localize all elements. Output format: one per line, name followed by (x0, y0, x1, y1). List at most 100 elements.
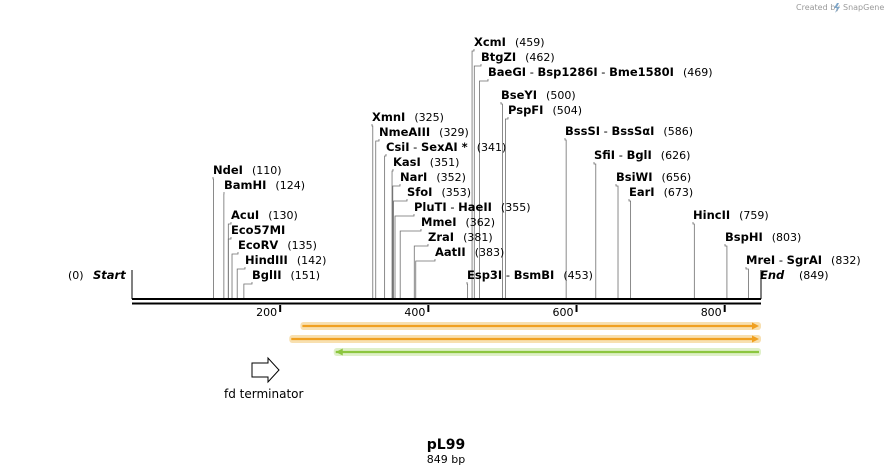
site-connector (393, 199, 408, 299)
site-connector (375, 139, 380, 299)
site-position: (130) (268, 209, 298, 222)
plasmid-length: 849 bp (427, 453, 465, 466)
site-label-baegi[interactable]: BaeGI - Bsp1286I - Bme1580I (469) (488, 65, 713, 79)
enzyme-name: BsmBI (514, 268, 555, 282)
enzyme-name: BseYI (501, 88, 537, 102)
enzyme-name: SfiI (594, 148, 615, 162)
brand-text: SnapGene (843, 3, 884, 12)
enzyme-name: BtgZI (481, 50, 516, 64)
site-label-xmni[interactable]: XmnI (325) (372, 110, 444, 124)
site-label-hindiii[interactable]: HindIII (142) (245, 253, 326, 267)
enzyme-name: EarI (629, 185, 655, 199)
enzyme-name: SexAI * (421, 140, 468, 154)
enzyme-name: BglI (627, 148, 652, 162)
site-label-pluti[interactable]: PluTI - HaeII (355) (414, 200, 531, 214)
site-connector (415, 259, 436, 299)
site-position: (124) (275, 179, 305, 192)
site-connector (392, 184, 401, 299)
site-connector (504, 117, 509, 299)
site-connectors (212, 49, 749, 299)
site-connector (479, 79, 489, 299)
site-label-sfoi[interactable]: SfoI (353) (407, 185, 471, 199)
site-position: (803) (772, 231, 802, 244)
enzyme-name: HaeII (458, 200, 492, 214)
orf-arrow-1[interactable] (300, 322, 761, 330)
orf-arrow-2[interactable] (289, 335, 761, 343)
enzyme-name: Bsp1286I (538, 65, 598, 79)
site-label-bsphi[interactable]: BspHI (803) (725, 230, 801, 244)
enzyme-name: XmnI (372, 110, 405, 124)
enzyme-name: SgrAI (787, 253, 822, 267)
enzyme-name: EcoRV (238, 238, 278, 252)
site-label-bseyi[interactable]: BseYI (500) (501, 88, 576, 102)
site-position: (142) (297, 254, 327, 267)
enzyme-name: MreI (746, 253, 775, 267)
site-label-bamhi[interactable]: BamHI (124) (224, 178, 305, 192)
site-connector (724, 244, 728, 299)
site-label-bsssi[interactable]: BssSI - BssSαI (586) (565, 124, 693, 138)
site-label-eari[interactable]: EarI (673) (629, 185, 693, 199)
site-label-csii[interactable]: CsiI - SexAI * (341) (386, 140, 506, 154)
ruler-tick-label: 600 (553, 306, 574, 319)
site-label-acui[interactable]: AcuI (130) (231, 208, 298, 222)
site-position: (656) (662, 171, 692, 184)
enzyme-name: XcmI (474, 35, 506, 49)
site-position: (462) (525, 51, 555, 64)
site-position: (673) (664, 186, 694, 199)
enzyme-name: ZraI (428, 230, 454, 244)
site-label-aatii[interactable]: AatII (383) (435, 245, 504, 259)
site-position: (325) (414, 111, 444, 124)
enzyme-name: NdeI (213, 163, 243, 177)
ruler-tick-label: 800 (701, 306, 722, 319)
site-connector (399, 229, 422, 299)
site-label-ecorv[interactable]: EcoRV (135) (238, 238, 317, 252)
enzyme-name: BspHI (725, 230, 763, 244)
site-label-btgzi[interactable]: BtgZI (462) (481, 50, 555, 64)
dna-backbone[interactable] (131, 270, 762, 305)
site-connector (473, 64, 482, 299)
enzyme-name: Bme1580I (609, 65, 674, 79)
orf-arrow-3[interactable] (333, 348, 761, 356)
enzyme-name: NmeAIII (379, 125, 430, 139)
enzyme-name: PluTI (414, 200, 447, 214)
site-connector (500, 102, 503, 299)
site-label-bglii[interactable]: BglII (151) (252, 268, 320, 282)
site-label-sfii[interactable]: SfiI - BglI (626) (594, 148, 690, 162)
enzyme-name: AatII (435, 245, 466, 259)
site-position: (352) (436, 171, 466, 184)
site-connector (466, 282, 469, 299)
site-label-mmei[interactable]: MmeI (362) (421, 215, 495, 229)
ruler-tick-label: 200 (256, 306, 277, 319)
enzyme-name: Eco57MI (231, 223, 285, 237)
site-label-mrei[interactable]: MreI - SgrAI (832) (746, 253, 861, 267)
site-label-esp3i[interactable]: Esp3I - BsmBI (453) (467, 268, 593, 282)
site-connector (236, 267, 246, 299)
site-position: (135) (287, 239, 317, 252)
site-connector (231, 252, 239, 299)
site-position: (500) (546, 89, 576, 102)
enzyme-name: BssSαI (612, 124, 655, 138)
enzyme-name: BaeGI (488, 65, 526, 79)
end-position: (849) (799, 269, 829, 282)
site-label-kasi[interactable]: KasI (351) (393, 155, 459, 169)
site-position: (341) (477, 141, 507, 154)
plasmid-name: pL99 (427, 437, 465, 453)
site-position: (383) (475, 246, 505, 259)
enzyme-name: BamHI (224, 178, 266, 192)
site-separator: - (526, 65, 537, 79)
site-separator: - (775, 253, 786, 267)
site-position: (110) (252, 164, 282, 177)
site-label-zrai[interactable]: ZraI (381) (428, 230, 493, 244)
site-label-nari[interactable]: NarI (352) (400, 170, 466, 184)
site-label-pspfi[interactable]: PspFI (504) (508, 103, 582, 117)
site-label-xcmi[interactable]: XcmI (459) (474, 35, 545, 49)
enzyme-name: SfoI (407, 185, 432, 199)
feature-fd-terminator[interactable]: fd terminator (224, 356, 303, 401)
site-label-ndei[interactable]: NdeI (110) (213, 163, 282, 177)
site-label-nmeaiii[interactable]: NmeAIII (329) (379, 125, 469, 139)
site-label-eco57mi[interactable]: Eco57MI (231, 223, 285, 237)
site-position: (469) (683, 66, 713, 79)
site-label-bsiwi[interactable]: BsiWI (656) (616, 170, 691, 184)
site-label-hincii[interactable]: HincII (759) (693, 208, 769, 222)
site-connector (628, 199, 632, 299)
